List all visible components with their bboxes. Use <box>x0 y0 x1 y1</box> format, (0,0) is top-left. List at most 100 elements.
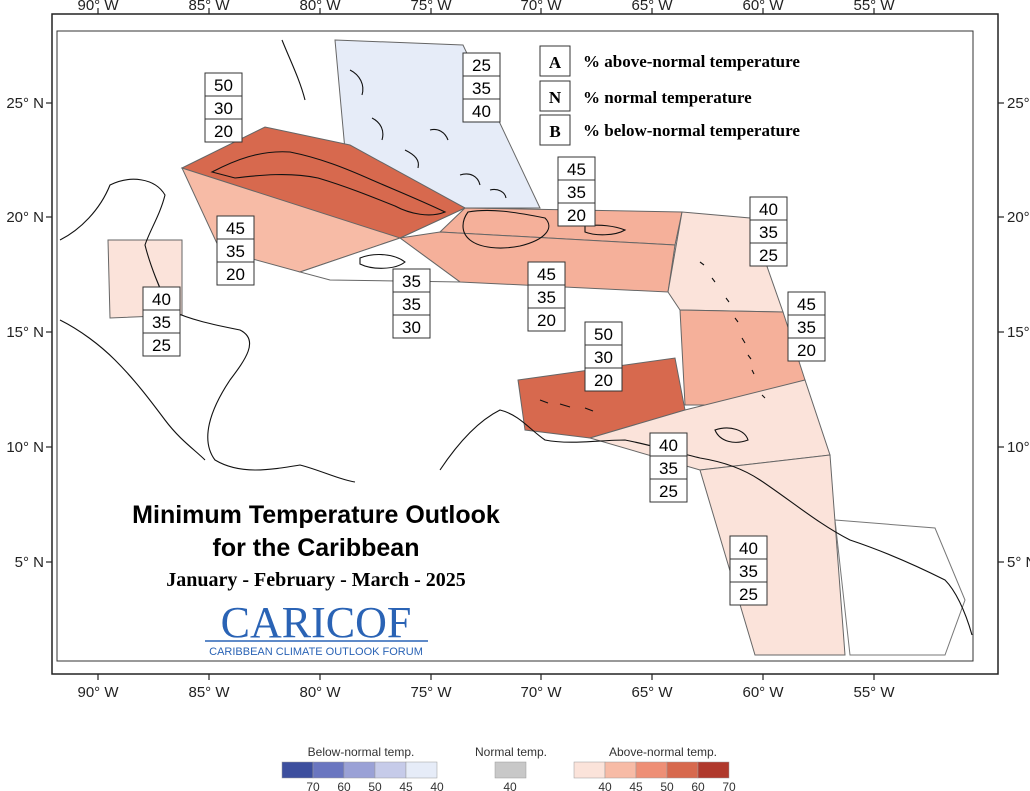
probability-cell <box>557 202 596 227</box>
legend-letter-a: A <box>549 53 562 72</box>
scale-normal-swatch: 40 <box>494 761 527 791</box>
scale-tick-label: 60 <box>337 780 351 791</box>
lat-label-right: 20° N <box>1007 209 1030 226</box>
axis-tick-marks <box>46 8 1004 680</box>
probability-box: 40 35 25 <box>142 286 181 357</box>
scale-swatch <box>697 761 730 779</box>
probability-cell <box>204 118 243 143</box>
probability-value-a: 45 <box>567 160 586 179</box>
probability-cell <box>787 337 826 362</box>
lon-label-bottom: 60° W <box>742 684 784 701</box>
scale-tick-label: 50 <box>368 780 382 791</box>
probability-value-a: 50 <box>594 325 613 344</box>
probability-value-b: 20 <box>214 122 233 141</box>
scale-swatch <box>604 761 637 779</box>
probability-cell <box>462 98 501 123</box>
probability-value-a: 45 <box>226 219 245 238</box>
lat-label-left: 25° N <box>6 95 44 112</box>
probability-cell <box>584 367 623 392</box>
probability-value-b: 20 <box>226 265 245 284</box>
probability-value-n: 35 <box>152 313 171 332</box>
probability-value-b: 25 <box>659 482 678 501</box>
legend-text-above: % above-normal temperature <box>583 52 800 71</box>
probability-box: 40 35 25 <box>729 535 768 606</box>
probability-value-a: 40 <box>759 200 778 219</box>
probability-value-b: 20 <box>537 311 556 330</box>
scale-tick-label: 50 <box>660 780 674 791</box>
lat-label-left: 20° N <box>6 209 44 226</box>
lat-label-right: 25° N <box>1007 95 1030 112</box>
scale-tick-label-normal: 40 <box>503 780 517 791</box>
legend-text-below: % below-normal temperature <box>583 121 800 140</box>
probability-value-n: 35 <box>567 183 586 202</box>
probability-value-a: 45 <box>537 265 556 284</box>
scale-title-above: Above-normal temp. <box>609 745 717 759</box>
latitude-labels-right: 25° N 20° N 15° N 10° N 5° N <box>1007 95 1030 571</box>
probability-value-b: 20 <box>594 371 613 390</box>
scale-swatch <box>343 761 376 779</box>
probability-value-n: 35 <box>402 295 421 314</box>
region-cuba <box>180 126 467 239</box>
probability-value-a: 25 <box>472 56 491 75</box>
probability-value-n: 35 <box>472 79 491 98</box>
caricof-logo-subtitle: CARIBBEAN CLIMATE OUTLOOK FORUM <box>209 646 423 658</box>
probability-box: 45 35 20 <box>527 261 566 332</box>
lat-label-right: 10° N <box>1007 439 1030 456</box>
longitude-labels-top: 90° W 85° W 80° W 75° W 70° W 65° W 60° W 55° W <box>77 0 895 14</box>
probability-cell <box>729 581 768 606</box>
probability-box: 50 30 20 <box>204 72 243 143</box>
probability-value-b: 25 <box>152 336 171 355</box>
map-inner-frame <box>56 30 974 662</box>
lon-label-top: 55° W <box>853 0 895 14</box>
legend-letter-n: N <box>549 88 562 107</box>
lon-label-bottom: 90° W <box>77 684 119 701</box>
scale-swatch <box>281 761 314 779</box>
season-label: January - February - March - 2025 <box>166 569 466 591</box>
probability-value-n: 35 <box>226 242 245 261</box>
lon-label-bottom: 55° W <box>853 684 895 701</box>
probability-value-b: 25 <box>759 246 778 265</box>
lat-label-right: 5° N <box>1007 554 1030 571</box>
scale-tick-label: 45 <box>399 780 413 791</box>
scale-swatch <box>405 761 438 779</box>
scale-swatch <box>635 761 668 779</box>
lat-label-right: 15° N <box>1007 324 1030 341</box>
lon-label-top: 70° W <box>520 0 562 14</box>
lon-label-bottom: 75° W <box>410 684 452 701</box>
probability-value-a: 35 <box>402 272 421 291</box>
scale-swatch-normal <box>494 761 527 779</box>
lon-label-top: 90° W <box>77 0 119 14</box>
scale-tick-label: 40 <box>430 780 444 791</box>
probability-cell <box>142 332 181 357</box>
probability-value-b: 30 <box>402 318 421 337</box>
map-title-line2: for the Caribbean <box>213 534 420 562</box>
probability-cell <box>527 307 566 332</box>
probability-value-n: 30 <box>214 99 233 118</box>
lat-label-left: 15° N <box>6 324 44 341</box>
probability-cell <box>392 314 431 339</box>
scale-tick-label: 70 <box>306 780 320 791</box>
probability-cell <box>649 478 688 503</box>
scale-tick-label: 60 <box>691 780 705 791</box>
probability-cell <box>216 261 255 286</box>
title-block: Minimum Temperature Outlook for the Cari… <box>132 501 500 658</box>
caricof-logo: CARICOF <box>221 598 412 647</box>
lon-label-bottom: 70° W <box>520 684 562 701</box>
probability-value-a: 45 <box>797 295 816 314</box>
lon-label-top: 75° W <box>410 0 452 14</box>
color-scale: Below-normal temp. Normal temp. Above-no… <box>281 745 736 791</box>
probability-box: 40 35 25 <box>749 196 788 267</box>
probability-boxes: 25 35 40 50 30 20 45 35 20 45 35 20 35 35 30 45 35 20 40 35… <box>142 52 826 606</box>
probability-box: 45 35 20 <box>557 156 596 227</box>
scale-tick-label: 70 <box>722 780 736 791</box>
legend-letter-b: B <box>549 122 560 141</box>
probability-value-n: 35 <box>537 288 556 307</box>
probability-box: 35 35 30 <box>392 268 431 339</box>
scale-title-normal: Normal temp. <box>475 745 547 759</box>
probability-value-b: 20 <box>567 206 586 225</box>
legend-box-b <box>539 114 571 146</box>
scale-swatch <box>312 761 345 779</box>
probability-value-n: 35 <box>797 318 816 337</box>
lon-label-top: 80° W <box>299 0 341 14</box>
